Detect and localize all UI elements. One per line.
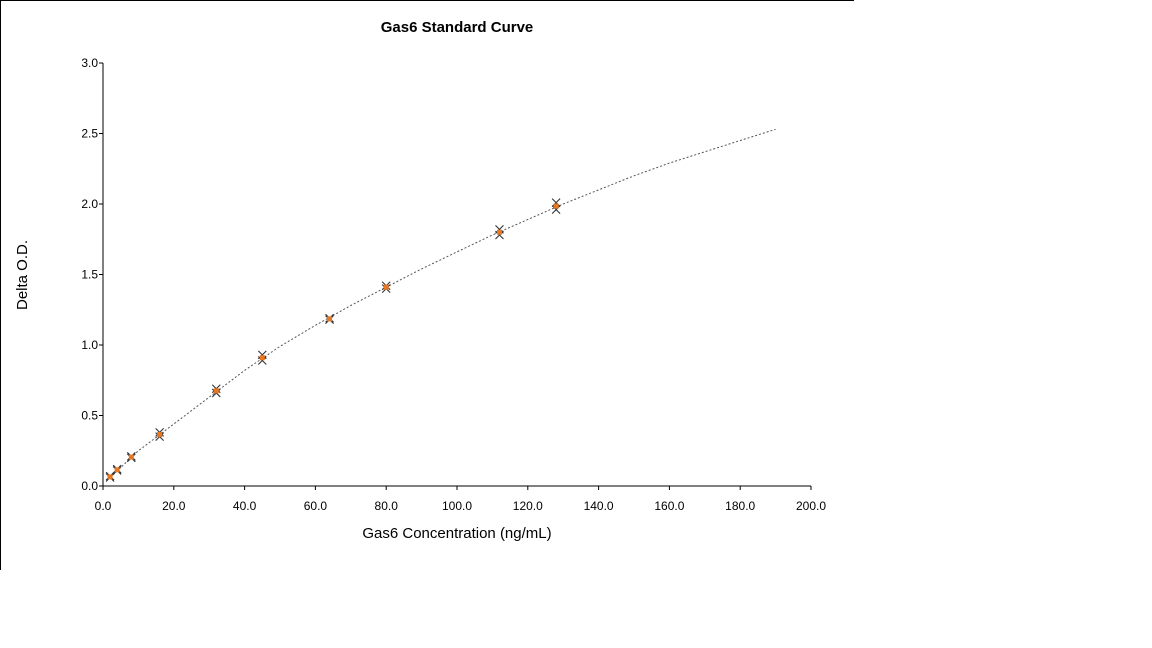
data-points-layer bbox=[105, 198, 561, 482]
y-tick-label: 3.0 bbox=[81, 56, 98, 70]
data-point-mean-marker bbox=[327, 316, 333, 322]
chart-title: Gas6 Standard Curve bbox=[381, 19, 534, 36]
y-tick-label: 1.0 bbox=[81, 338, 98, 352]
data-point-mean-marker bbox=[157, 432, 163, 438]
frame-top-border bbox=[0, 0, 854, 1]
data-point-x-marker bbox=[551, 205, 561, 215]
data-point-x-marker bbox=[551, 198, 561, 207]
x-tick-label: 200.0 bbox=[796, 499, 826, 513]
x-tick-label: 40.0 bbox=[233, 499, 257, 513]
y-axis-ticks: 0.0 0.5 1.0 1.5 2.0 2.5 3.0 bbox=[81, 56, 103, 493]
y-axis-title: Delta O.D. bbox=[14, 240, 31, 310]
data-point-mean-marker bbox=[114, 467, 120, 473]
frame-left-border bbox=[0, 0, 1, 570]
fit-curve-layer bbox=[109, 128, 776, 478]
data-point-mean-marker bbox=[383, 284, 389, 290]
data-point-mean-marker bbox=[496, 229, 502, 235]
x-tick-label: 60.0 bbox=[304, 499, 328, 513]
fit-curve bbox=[109, 128, 776, 478]
x-tick-label: 120.0 bbox=[513, 499, 543, 513]
data-point-mean-marker bbox=[128, 454, 134, 460]
x-tick-label: 100.0 bbox=[442, 499, 472, 513]
y-tick-label: 1.5 bbox=[81, 268, 98, 282]
data-point-mean-marker bbox=[259, 355, 265, 361]
data-point-mean-marker bbox=[107, 474, 113, 480]
x-axis-title: Gas6 Concentration (ng/mL) bbox=[362, 525, 551, 542]
data-point-x-marker bbox=[495, 224, 504, 234]
y-tick-label: 0.5 bbox=[81, 409, 98, 423]
y-tick-label: 2.5 bbox=[81, 127, 98, 141]
y-tick-label: 0.0 bbox=[81, 479, 98, 493]
x-tick-label: 160.0 bbox=[654, 499, 684, 513]
data-point-mean-marker bbox=[213, 388, 219, 394]
data-point-mean-marker bbox=[553, 203, 559, 209]
y-tick-label: 2.0 bbox=[81, 197, 98, 211]
data-point-x-marker bbox=[257, 350, 267, 360]
x-tick-label: 80.0 bbox=[375, 499, 399, 513]
x-axis-ticks: 0.0 20.0 40.0 60.0 80.0 100.0 120.0 140.0 160.0 1… bbox=[95, 486, 826, 513]
x-tick-label: 0.0 bbox=[95, 499, 112, 513]
axes bbox=[102, 63, 811, 487]
x-tick-label: 20.0 bbox=[162, 499, 186, 513]
x-tick-label: 180.0 bbox=[725, 499, 755, 513]
x-tick-label: 140.0 bbox=[584, 499, 614, 513]
